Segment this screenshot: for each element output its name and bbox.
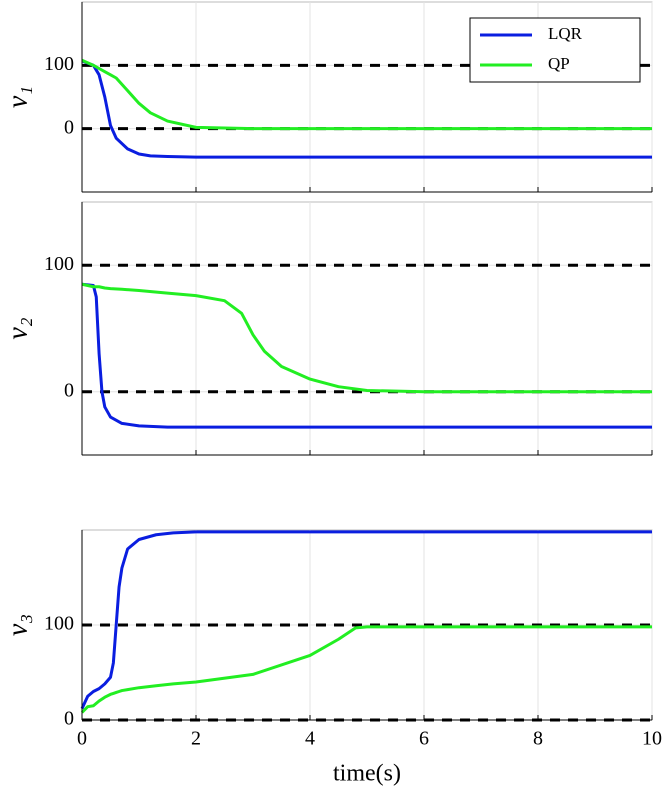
legend-box: [469, 17, 641, 83]
x-axis-label: time(s): [333, 761, 401, 787]
y-tick-label: 0: [64, 708, 74, 730]
y-tick-label: 100: [44, 53, 74, 75]
y-tick-label: 0: [64, 116, 74, 138]
data-line: [81, 58, 652, 131]
legend-label: LQR: [548, 24, 583, 43]
y-axis-label: v₃: [2, 614, 33, 636]
data-line: [81, 282, 652, 429]
x-tick-label: 4: [305, 728, 315, 750]
y-axis-label: v₁: [2, 86, 33, 108]
x-tick-label: 8: [533, 728, 543, 750]
data-line: [81, 282, 652, 394]
x-tick-label: 10: [642, 728, 662, 750]
data-line: [80, 530, 652, 710]
y-tick-label: 100: [44, 613, 74, 635]
x-tick-label: 6: [419, 728, 429, 750]
legend-label: QP: [548, 54, 570, 73]
plot-frame: [81, 201, 653, 456]
x-tick-label: 2: [191, 728, 201, 750]
data-line: [81, 59, 652, 159]
x-tick-label: 0: [77, 728, 87, 750]
y-tick-label: 0: [64, 379, 74, 401]
y-tick-label: 100: [44, 253, 74, 275]
data-line: [80, 625, 652, 714]
y-axis-label: v₂: [2, 317, 33, 339]
